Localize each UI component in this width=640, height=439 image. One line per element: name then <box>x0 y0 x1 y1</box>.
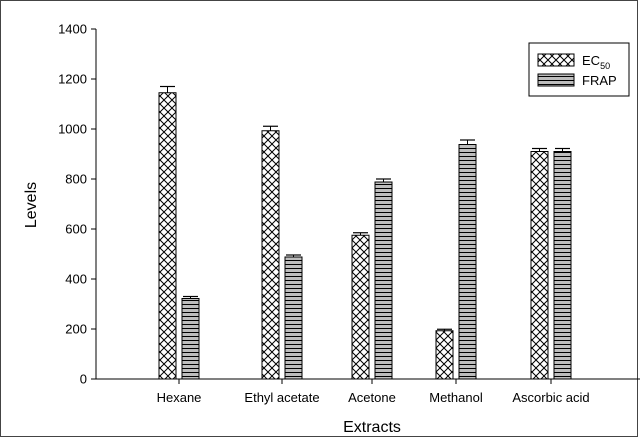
bar-ec50 <box>158 92 177 380</box>
x-tick-label: Ethyl acetate <box>244 390 319 405</box>
bar-frap <box>374 181 393 380</box>
error-bars <box>160 85 570 331</box>
y-axis-label: Levels <box>23 182 40 228</box>
bar-frap <box>553 151 572 380</box>
legend-swatch-frap <box>537 73 575 87</box>
bar-ec50 <box>435 330 454 380</box>
y-tick-label: 1000 <box>58 122 87 137</box>
axes: 0 200 400 600 800 1000 1200 1400 Hexane Ethyl ace… <box>58 22 640 405</box>
x-tick-label: Acetone <box>348 390 396 405</box>
legend-label-frap: FRAP <box>582 73 617 88</box>
y-tick-label: 600 <box>65 222 87 237</box>
legend-swatch-ec50 <box>537 53 575 67</box>
y-tick-label: 200 <box>65 322 87 337</box>
y-tick-label: 1200 <box>58 72 87 87</box>
bar-frap <box>284 256 303 380</box>
y-tick-label: 800 <box>65 172 87 187</box>
x-tick-label: Methanol <box>429 390 483 405</box>
legend-label-ec50: EC50 <box>582 53 610 71</box>
bars <box>158 92 572 380</box>
legend-box <box>528 42 630 97</box>
bar-ec50 <box>261 130 280 380</box>
x-tick-label: Ascorbic acid <box>512 390 589 405</box>
x-tick-label: Hexane <box>157 390 202 405</box>
bar-frap <box>458 144 477 380</box>
legend: EC50 FRAP <box>528 42 630 97</box>
x-axis-label: Extracts <box>343 419 401 436</box>
bar-ec50 <box>351 234 370 380</box>
y-tick-label: 400 <box>65 272 87 287</box>
y-tick-label: 0 <box>80 372 87 387</box>
bar-frap <box>181 298 200 380</box>
bar-ec50 <box>530 151 549 380</box>
y-tick-label: 1400 <box>58 22 87 37</box>
